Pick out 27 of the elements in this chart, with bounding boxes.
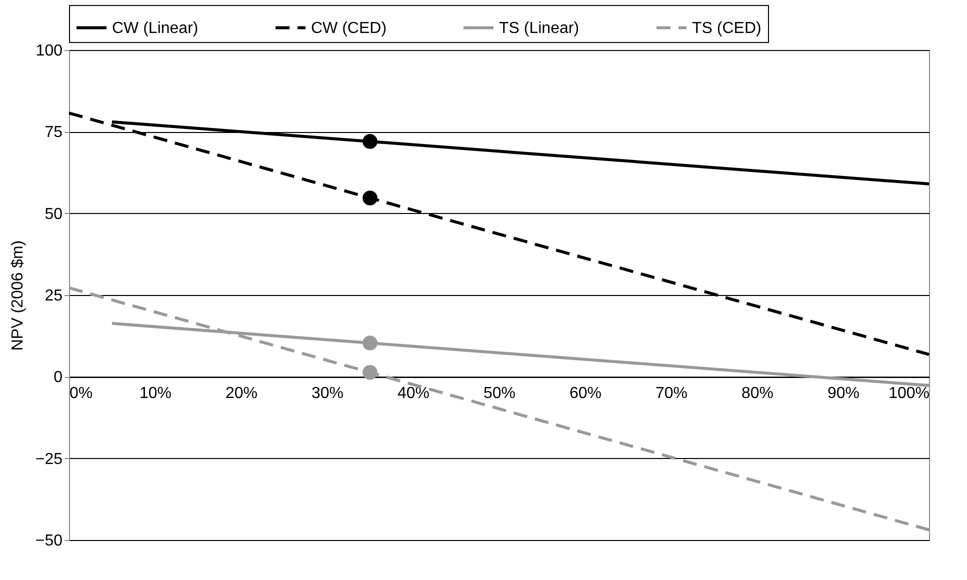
- point: [362, 190, 378, 206]
- x-tick-label: 60%: [569, 385, 602, 402]
- point: [362, 134, 378, 149]
- x-tick-label: 20%: [225, 385, 258, 402]
- x-tick-label: 70%: [655, 385, 688, 402]
- y-tick-label: −25: [35, 450, 63, 468]
- legend-label: TS (Linear): [499, 20, 580, 37]
- x-tick-label: 0%: [70, 385, 93, 402]
- y-tick-label: 75: [44, 124, 63, 142]
- legend-label: CW (Linear): [112, 20, 198, 37]
- legend-label: CW (CED): [311, 20, 387, 37]
- x-tick-label: 50%: [483, 385, 516, 402]
- legend-label: TS (CED): [692, 20, 762, 37]
- y-tick-label: 50: [44, 206, 63, 223]
- point: [362, 336, 378, 350]
- x-tick-label: 40%: [397, 385, 430, 402]
- x-tick-label: 90%: [827, 385, 860, 402]
- y-axis-title: NPV (2006 $m): [9, 240, 26, 351]
- point: [362, 365, 378, 380]
- x-tick-label: 10%: [139, 385, 172, 402]
- y-tick-label: 100: [36, 42, 63, 60]
- x-tick-label: 100%: [888, 385, 930, 402]
- y-tick-label: 0: [54, 369, 63, 386]
- x-tick-label: 80%: [741, 385, 774, 402]
- x-tick-label: 30%: [311, 385, 344, 402]
- y-tick-label: −50: [35, 532, 63, 550]
- y-tick-label: 25: [44, 288, 63, 304]
